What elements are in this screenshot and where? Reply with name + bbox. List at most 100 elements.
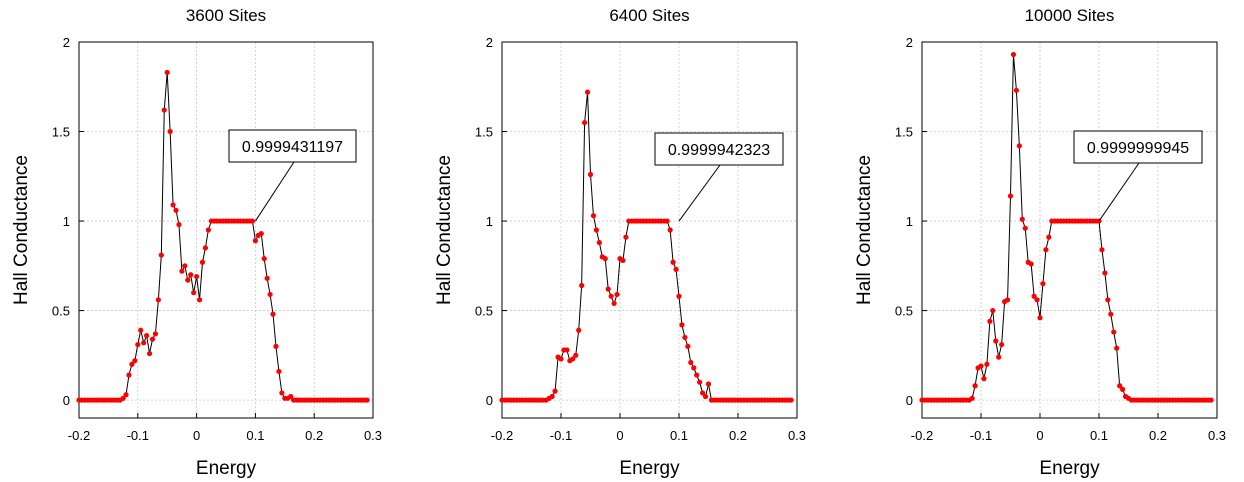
annotation-leader (254, 161, 295, 222)
data-point (191, 290, 197, 296)
data-point (664, 218, 670, 224)
data-point (267, 291, 273, 298)
data-point (270, 311, 276, 317)
y-tick-label: 0.5 (475, 304, 493, 319)
chart-1: -0.2 -0.1 0 0.1 0.2 0.3 0 0.5 1 1.5 2 6400 Sites Ene… (434, 6, 806, 479)
data-point (149, 336, 156, 342)
data-point (620, 257, 626, 264)
annotation-box (654, 132, 784, 166)
chart-2: -0.2 -0.1 0 0.1 0.2 0.3 0 0.5 1 1.5 2 10000 Sites En… (854, 6, 1226, 479)
x-tick-label: 0.2 (305, 428, 323, 443)
data-point (573, 352, 579, 358)
annotation-leader (678, 164, 721, 222)
y-tick-label: 1.5 (475, 125, 493, 140)
x-tick-label: -0.1 (550, 428, 572, 443)
data-point (167, 128, 173, 135)
data-point (179, 268, 185, 274)
plot-frame (78, 41, 374, 419)
data-point (120, 395, 126, 401)
data-point (126, 372, 132, 378)
data-point (1111, 329, 1117, 335)
x-tick-label: -0.2 (68, 428, 90, 443)
data-point (252, 238, 258, 244)
data-point (697, 379, 703, 385)
data-point (1120, 386, 1126, 392)
data-point (1099, 247, 1105, 253)
data-point (158, 252, 164, 258)
data-point (552, 388, 558, 394)
data-point (1016, 143, 1022, 149)
data-point (1102, 270, 1108, 276)
data-point (176, 222, 182, 228)
data-point (1043, 247, 1049, 253)
x-axis-label: Energy (619, 458, 680, 479)
x-tick-label: 0.2 (729, 428, 747, 443)
x-tick-label: 0 (1036, 428, 1043, 443)
data-point (1019, 216, 1025, 222)
data-point (144, 333, 150, 339)
data-point (1034, 297, 1040, 303)
data-point (987, 318, 993, 324)
y-tick-label: 2 (906, 35, 913, 50)
data-point (972, 383, 978, 389)
data-point (1013, 87, 1020, 93)
y-tick-label: 0 (63, 393, 70, 408)
plot-frame (921, 41, 1218, 419)
data-point (570, 356, 576, 362)
x-tick-label: -0.2 (491, 428, 513, 443)
x-tick-label: 0.1 (1090, 428, 1108, 443)
chart-0: -0.2 -0.1 0 0.1 0.2 0.3 0 0.5 1 1.5 2 3600 Sites Ene… (11, 6, 382, 479)
chart-title: 10000 Sites (1025, 6, 1115, 25)
data-point (1004, 297, 1011, 303)
data-point (579, 282, 585, 289)
annotation-box (1073, 130, 1203, 164)
data-point (667, 227, 673, 233)
x-tick-label: 0.1 (670, 428, 688, 443)
data-point (135, 341, 141, 348)
y-tick-label: 2 (486, 35, 493, 50)
data-point (694, 372, 700, 378)
x-tick-label: -0.1 (970, 428, 992, 443)
annotation-text: 0.9999999945 (1087, 140, 1189, 157)
data-point (576, 327, 582, 333)
data-point (182, 263, 188, 269)
data-point (249, 218, 256, 224)
x-tick-label: -0.1 (127, 428, 149, 443)
data-point (788, 397, 794, 403)
data-point (199, 259, 206, 265)
data-point (129, 361, 135, 367)
data-point (969, 395, 975, 401)
data-point (1046, 234, 1052, 240)
annotation-text: 0.9999431197 (242, 139, 343, 156)
data-point (164, 69, 170, 76)
data-point (276, 368, 282, 375)
y-tick-label: 1 (63, 214, 70, 229)
data-point (623, 234, 629, 240)
data-point (996, 354, 1002, 360)
data-point (161, 107, 167, 113)
data-point (205, 227, 211, 233)
data-point (587, 171, 594, 178)
data-point (1114, 345, 1120, 351)
annotation-box (228, 129, 357, 163)
y-tick-label: 0.5 (52, 304, 70, 319)
data-point (679, 322, 685, 328)
data-point (1031, 293, 1037, 299)
data-point (981, 376, 987, 382)
data-point (138, 327, 144, 333)
data-point (582, 119, 588, 126)
data-point (279, 390, 285, 396)
data-point (564, 347, 570, 353)
data-point (590, 213, 597, 219)
data-point (1208, 397, 1214, 403)
data-point (978, 363, 984, 369)
x-axis-label: Energy (196, 458, 257, 479)
data-point (132, 358, 138, 364)
data-point (558, 356, 564, 362)
data-point (261, 256, 267, 262)
data-point (1028, 261, 1034, 267)
data-point (611, 300, 617, 307)
data-point (705, 381, 712, 387)
plot-frame (501, 41, 798, 419)
